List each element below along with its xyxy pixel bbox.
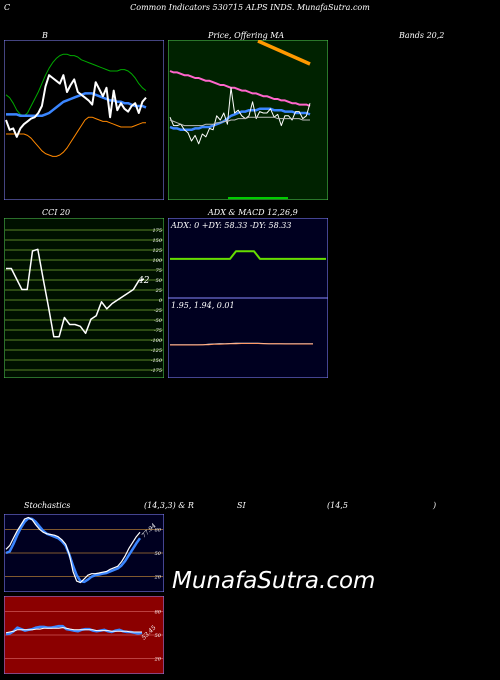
- cci-panel: 175 150 125 100 75 50 25 0 -25 -50 -75 -100 -125 -150…: [4, 218, 164, 378]
- rsi-tick-label: 20: [154, 656, 162, 662]
- rsi-params: (14,5: [327, 501, 348, 510]
- stoch-tick-label: 50: [155, 551, 162, 557]
- bands-param-label: Bands 20,2: [399, 31, 445, 40]
- stoch-k-line: [5, 516, 141, 584]
- stoch-tick-label: 80: [155, 528, 162, 534]
- chart-header-title: Common Indicators 530715 ALPS INDS. Muna…: [130, 3, 370, 12]
- cci-tick-label: -125: [151, 348, 162, 354]
- cci-tick-label: 75: [156, 268, 162, 274]
- rsi-tick-label: 80: [155, 610, 162, 616]
- stoch-params: (14,3,3) & R: [144, 501, 194, 510]
- rsi-tick-label: 50: [155, 633, 162, 639]
- bollinger-panel: [4, 40, 164, 200]
- cci-tick-label: 150: [152, 238, 162, 244]
- macd-signal-line: [170, 343, 313, 346]
- cci-tick-label: 125: [152, 248, 162, 254]
- cci-label: CCI 20: [42, 208, 71, 217]
- cci-tick-label: -150: [151, 358, 163, 364]
- stoch-tick-label: 20: [154, 574, 162, 580]
- cci-tick-label: -25: [154, 308, 162, 314]
- cci-value-label: 42: [137, 276, 150, 286]
- price-ma-ma_long-line: [169, 116, 310, 127]
- macd-frame: [168, 298, 328, 378]
- stoch-d-line: [5, 516, 142, 584]
- cci-tick-label: -50: [154, 318, 163, 324]
- cci-tick-label: -100: [151, 338, 163, 344]
- price-ma-ma_pink-line: [169, 70, 311, 107]
- cci-frame: [4, 218, 164, 378]
- cci-tick-label: 50: [156, 278, 163, 284]
- cci-tick-label: -175: [151, 368, 162, 374]
- cci-tick-label: 25: [155, 288, 162, 294]
- bollinger-label: B: [42, 31, 48, 40]
- si-label: SI: [237, 501, 246, 510]
- cci-tick-label: 0: [159, 298, 163, 304]
- price-ma-price-line: [169, 87, 311, 145]
- cci-tick-label: 175: [152, 228, 162, 234]
- adx-readout: ADX: 0 +DY: 58.33 -DY: 58.33: [170, 221, 291, 230]
- price-ma-frame: [168, 40, 328, 200]
- price-ma-panel: [168, 40, 328, 200]
- bollinger-lower-line: [6, 116, 146, 157]
- adx-panel: ADX: 0 +DY: 58.33 -DY: 58.33: [168, 218, 328, 298]
- cci-line: [6, 248, 145, 338]
- watermark: MunafaSutra.com: [172, 568, 376, 594]
- macd-panel: 1.95, 1.94, 0.01: [168, 298, 328, 378]
- bollinger-middle-line: [6, 92, 147, 118]
- adx-line: [170, 250, 326, 260]
- cci-tick-label: -75: [154, 328, 162, 334]
- adx-macd-label: ADX & MACD 12,26,9: [208, 208, 298, 217]
- offering-line: [257, 40, 311, 66]
- macd-readout: 1.95, 1.94, 0.01: [171, 301, 235, 310]
- rsi-close-paren: ): [433, 501, 437, 510]
- price-ma-label: Price, Offering MA: [208, 31, 285, 40]
- bollinger-price-line: [5, 74, 147, 138]
- header-c: C: [4, 3, 11, 12]
- rsi-rsi_ma-line: [5, 627, 142, 634]
- cci-tick-label: 100: [152, 258, 162, 264]
- bollinger-upper-line: [5, 53, 147, 117]
- stoch-label: Stochastics: [24, 501, 71, 510]
